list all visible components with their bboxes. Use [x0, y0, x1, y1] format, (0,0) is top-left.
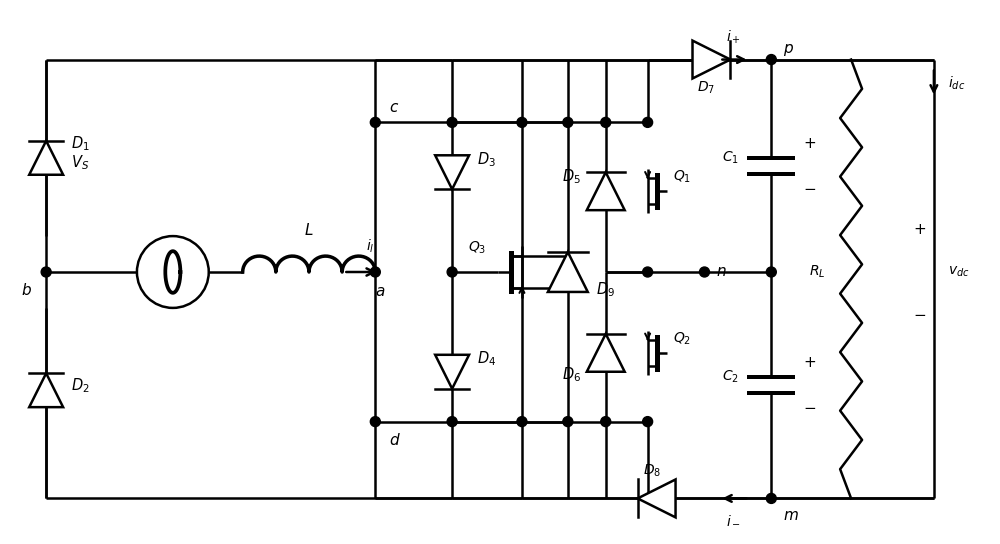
Text: $D_6$: $D_6$	[562, 366, 581, 384]
Polygon shape	[29, 141, 63, 175]
Circle shape	[517, 417, 527, 426]
Text: $Q_1$: $Q_1$	[673, 169, 691, 186]
Circle shape	[370, 118, 380, 127]
Circle shape	[766, 54, 776, 65]
Text: $D_5$: $D_5$	[562, 167, 581, 186]
Text: $D_7$: $D_7$	[697, 79, 716, 96]
Circle shape	[41, 267, 51, 277]
Text: $L$: $L$	[304, 222, 314, 238]
Polygon shape	[435, 155, 469, 189]
Text: $Q_3$: $Q_3$	[468, 240, 486, 256]
Text: $D_3$: $D_3$	[477, 150, 496, 169]
Text: $i_{dc}$: $i_{dc}$	[948, 75, 965, 92]
Text: $+$: $+$	[803, 137, 816, 151]
Text: $d$: $d$	[389, 431, 401, 448]
Polygon shape	[693, 41, 730, 78]
Text: $D_8$: $D_8$	[643, 462, 661, 479]
Text: $a$: $a$	[375, 285, 385, 299]
Text: $i_l$: $i_l$	[366, 237, 375, 255]
Circle shape	[447, 118, 457, 127]
Text: $+$: $+$	[803, 356, 816, 370]
Text: $-$: $-$	[803, 400, 816, 414]
Text: $b$: $b$	[21, 282, 32, 298]
Text: $p$: $p$	[783, 41, 794, 58]
Circle shape	[517, 118, 527, 127]
Circle shape	[563, 417, 573, 426]
Circle shape	[699, 267, 709, 277]
Circle shape	[766, 493, 776, 503]
Text: $m$: $m$	[783, 509, 799, 523]
Circle shape	[370, 417, 380, 426]
Text: $i_-$: $i_-$	[726, 514, 741, 527]
Circle shape	[447, 417, 457, 426]
Polygon shape	[435, 355, 469, 389]
Polygon shape	[29, 373, 63, 407]
Circle shape	[601, 417, 611, 426]
Circle shape	[601, 118, 611, 127]
Polygon shape	[638, 479, 676, 517]
Circle shape	[643, 267, 653, 277]
Circle shape	[643, 118, 653, 127]
Text: $+$: $+$	[913, 223, 926, 237]
Text: $-$: $-$	[803, 181, 816, 195]
Text: $D_2$: $D_2$	[71, 376, 90, 394]
Text: $v_{dc}$: $v_{dc}$	[948, 265, 969, 279]
Text: $C_1$: $C_1$	[722, 150, 739, 166]
Polygon shape	[587, 172, 625, 210]
Text: $c$: $c$	[389, 101, 399, 115]
Text: $D_9$: $D_9$	[596, 281, 615, 299]
Text: $R_L$: $R_L$	[809, 264, 825, 280]
Text: $n$: $n$	[716, 265, 727, 279]
Circle shape	[447, 267, 457, 277]
Polygon shape	[587, 334, 625, 372]
Circle shape	[766, 267, 776, 277]
Text: $i_+$: $i_+$	[726, 29, 741, 46]
Text: $Q_2$: $Q_2$	[673, 331, 691, 347]
Circle shape	[563, 118, 573, 127]
Text: $D_4$: $D_4$	[477, 350, 496, 368]
Text: $-$: $-$	[913, 307, 927, 321]
Text: $V_S$: $V_S$	[71, 153, 89, 172]
Circle shape	[643, 417, 653, 426]
Polygon shape	[548, 252, 588, 292]
Text: $C_2$: $C_2$	[722, 369, 739, 386]
Text: $D_1$: $D_1$	[71, 134, 90, 153]
Circle shape	[370, 267, 380, 277]
